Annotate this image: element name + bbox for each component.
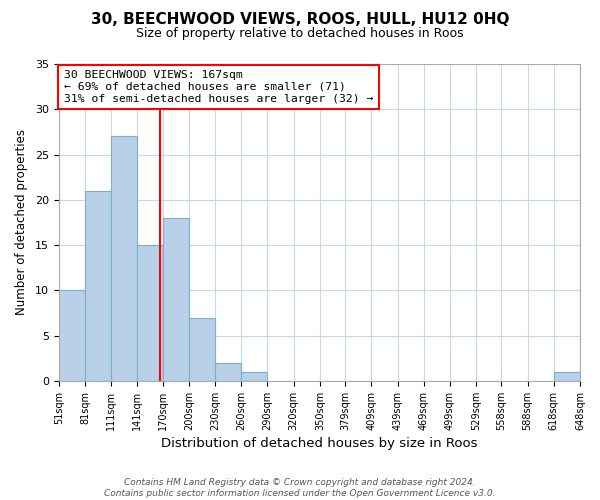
Text: 30, BEECHWOOD VIEWS, ROOS, HULL, HU12 0HQ: 30, BEECHWOOD VIEWS, ROOS, HULL, HU12 0H… (91, 12, 509, 28)
Text: Size of property relative to detached houses in Roos: Size of property relative to detached ho… (136, 28, 464, 40)
Bar (215, 363, 241, 381)
Bar (554, 372, 580, 381)
Text: 30 BEECHWOOD VIEWS: 167sqm
← 69% of detached houses are smaller (71)
31% of semi: 30 BEECHWOOD VIEWS: 167sqm ← 69% of deta… (64, 70, 373, 104)
Bar (85, 191, 111, 381)
Bar (111, 136, 137, 381)
Bar (137, 245, 163, 381)
Y-axis label: Number of detached properties: Number of detached properties (15, 130, 28, 316)
Bar (189, 318, 215, 381)
Bar (241, 372, 268, 381)
Bar (59, 290, 85, 381)
Text: Contains HM Land Registry data © Crown copyright and database right 2024.
Contai: Contains HM Land Registry data © Crown c… (104, 478, 496, 498)
X-axis label: Distribution of detached houses by size in Roos: Distribution of detached houses by size … (161, 437, 478, 450)
Bar (163, 218, 189, 381)
